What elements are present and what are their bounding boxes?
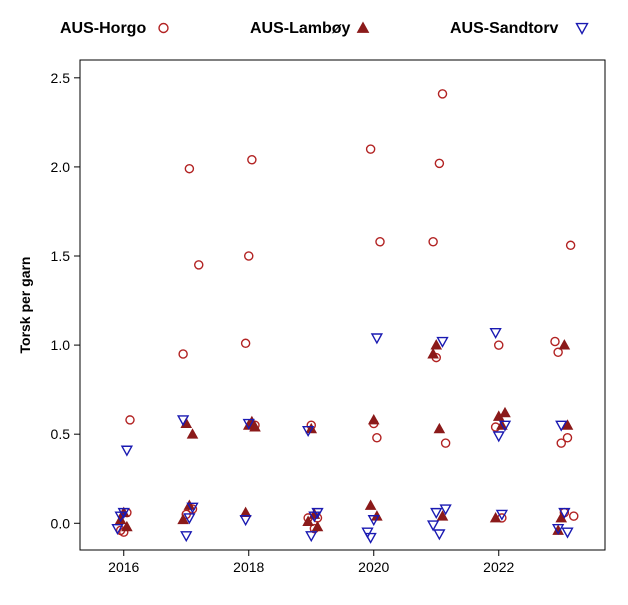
y-tick-label: 2.0: [51, 159, 71, 175]
y-tick-label: 1.0: [51, 337, 71, 353]
y-tick-label: 1.5: [51, 248, 71, 264]
legend-label: AUS-Sandtorv: [450, 20, 559, 37]
y-tick-label: 0.5: [51, 426, 71, 442]
y-axis-label: Torsk per garn: [17, 257, 33, 354]
data-points: [113, 90, 578, 543]
x-tick-label: 2018: [233, 559, 264, 575]
y-tick-label: 0.0: [51, 515, 71, 531]
legend-label: AUS-Horgo: [60, 20, 146, 37]
legend-label: AUS-Lambøy: [250, 20, 351, 37]
scatter-chart: 2016 2018 2020 2022 0.0 0.5 1.0 1.5 2.0 2.5 Torsk …: [0, 0, 628, 605]
x-tick-label: 2016: [108, 559, 139, 575]
x-tick-label: 2022: [483, 559, 514, 575]
y-tick-label: 2.5: [51, 70, 71, 86]
x-tick-label: 2020: [358, 559, 389, 575]
chart-svg: 2016 2018 2020 2022 0.0 0.5 1.0 1.5 2.0 2.5 Torsk …: [0, 0, 628, 605]
